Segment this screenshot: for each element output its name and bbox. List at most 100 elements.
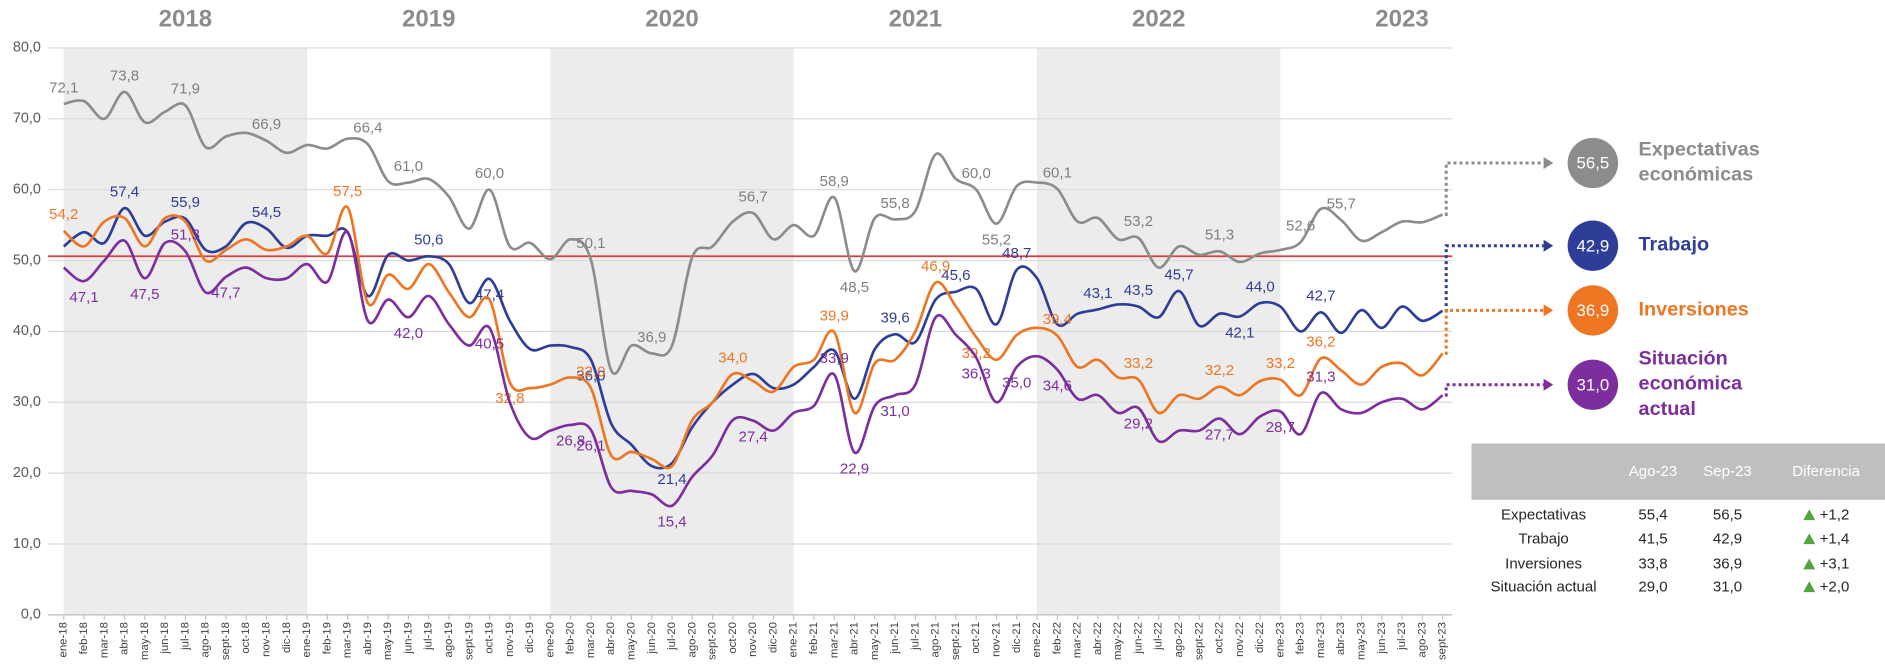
x-tick-label: nov-22 — [1234, 622, 1246, 657]
x-tick-label: sept-19 — [463, 622, 475, 660]
x-tick-label: abr-19 — [362, 622, 374, 655]
year-label: 2021 — [889, 6, 942, 33]
data-label: 27,4 — [739, 428, 768, 445]
data-label: 47,5 — [130, 286, 159, 303]
data-label: 43,1 — [1083, 285, 1112, 302]
x-tick-label: oct-20 — [727, 622, 739, 654]
data-label: 57,4 — [110, 183, 139, 200]
data-label: 48,7 — [1002, 245, 1031, 262]
x-tick-label: abr-18 — [119, 622, 131, 655]
legend-bubble — [1567, 137, 1619, 189]
table-cell: +1,2 — [1820, 506, 1850, 523]
data-label: 33,2 — [1266, 355, 1295, 372]
data-label: 47,1 — [69, 289, 98, 306]
y-tick-label: 60,0 — [13, 181, 41, 197]
data-label: 34,0 — [718, 349, 747, 366]
x-tick-label: mar-21 — [828, 622, 840, 658]
year-label: 2019 — [402, 6, 455, 33]
data-label: 73,8 — [110, 67, 139, 84]
x-tick-label: oct-19 — [484, 622, 496, 654]
x-tick-label: sept-22 — [1193, 622, 1205, 660]
data-label: 60,0 — [962, 165, 991, 182]
up-triangle — [1803, 581, 1816, 593]
x-tick-label: ago-20 — [686, 622, 698, 657]
table-cell: 29,0 — [1638, 578, 1667, 595]
x-tick-label: sept-18 — [220, 622, 232, 660]
x-tick-label: ago-22 — [1173, 622, 1185, 657]
x-tick-label: may-19 — [382, 622, 394, 660]
x-tick-label: may-22 — [1112, 622, 1124, 660]
data-label: 61,0 — [394, 158, 423, 175]
x-tick-label: dic-20 — [767, 622, 779, 653]
grid: 0,0 10,0 20,0 30,0 40,0 50,0 60,0 70,0 80,0 ene-1… — [13, 40, 1453, 660]
x-tick-label: jun-21 — [889, 622, 901, 655]
data-label: 46,9 — [921, 258, 950, 275]
data-label: 31,0 — [880, 403, 909, 420]
series-line — [62, 206, 1444, 470]
x-tick-label: mar-23 — [1315, 622, 1327, 658]
x-tick-label: mar-18 — [98, 622, 110, 658]
x-tick-label: ene-22 — [1031, 622, 1043, 657]
data-label: 26,8 — [556, 433, 585, 450]
legend-name: Trabajo — [1639, 234, 1710, 256]
x-tick-label: ene-19 — [301, 622, 313, 657]
table-cell: +1,4 — [1820, 530, 1850, 547]
legend-value: 42,9 — [1576, 236, 1609, 255]
x-tick-label: feb-18 — [78, 622, 90, 654]
x-tick-label: ene-20 — [544, 622, 556, 657]
y-tick-label: 50,0 — [13, 252, 41, 268]
x-tick-label: ene-23 — [1274, 622, 1286, 657]
data-label: 45,7 — [1164, 266, 1193, 283]
data-label: 54,5 — [252, 204, 281, 221]
x-tick-label: ago-21 — [930, 622, 942, 657]
table-cell: 31,0 — [1713, 578, 1742, 595]
x-tick-label: oct-18 — [240, 622, 252, 654]
table-cell: Situación actual — [1491, 578, 1597, 595]
table-cell: Inversiones — [1505, 556, 1582, 573]
data-label: 29,2 — [1124, 416, 1153, 433]
legend: 56,5 Expectativas económicas 42,9 Trabajo 36… — [1444, 137, 1765, 420]
table-cell: 42,9 — [1713, 530, 1742, 547]
legend-connector — [1444, 308, 1544, 355]
x-tick-label: jul-19 — [423, 622, 435, 651]
y-tick-label: 70,0 — [13, 111, 41, 127]
table-cell: 41,5 — [1638, 530, 1667, 547]
x-tick-label: abr-23 — [1335, 622, 1347, 655]
legend-connector — [1444, 383, 1544, 397]
x-tick-label: ago-19 — [443, 622, 455, 657]
table-cell: 55,4 — [1638, 506, 1667, 523]
legend-arrowhead — [1543, 378, 1554, 391]
data-label: 33,2 — [1124, 355, 1153, 372]
x-tick-label: jul-18 — [179, 622, 191, 651]
data-label: 36,3 — [962, 365, 991, 382]
data-label: 36,2 — [1306, 334, 1335, 351]
data-label: 72,1 — [49, 79, 78, 96]
x-tick-label: mar-22 — [1072, 622, 1084, 658]
x-tick-label: mar-20 — [585, 622, 597, 658]
x-tick-label: jul-20 — [666, 622, 678, 651]
year-label: 2023 — [1375, 6, 1428, 33]
series-line — [62, 205, 1444, 470]
x-tick-label: may-18 — [139, 622, 151, 660]
x-tick-label: nov-21 — [990, 622, 1002, 657]
data-label: 32,2 — [1205, 362, 1234, 379]
data-label: 51,3 — [171, 227, 200, 244]
table-header: Diferencia — [1792, 463, 1860, 480]
x-tick-label: jun-18 — [159, 622, 171, 655]
y-tick-label: 20,0 — [13, 465, 41, 481]
x-tick-label: mar-19 — [342, 622, 354, 658]
x-tick-label: nov-20 — [747, 622, 759, 657]
data-label: 21,4 — [657, 471, 686, 488]
data-label: 51,3 — [1205, 227, 1234, 244]
x-tick-label: jun-19 — [402, 622, 414, 655]
series-line — [62, 230, 1444, 508]
x-tick-label: ene-21 — [788, 622, 800, 657]
x-tick-label: may-23 — [1355, 622, 1367, 660]
data-label: 39,6 — [880, 310, 909, 327]
data-label: 56,7 — [739, 188, 768, 205]
x-tick-label: dic-22 — [1254, 622, 1266, 653]
legend-connector — [1444, 161, 1544, 216]
legend-value: 56,5 — [1576, 154, 1609, 173]
